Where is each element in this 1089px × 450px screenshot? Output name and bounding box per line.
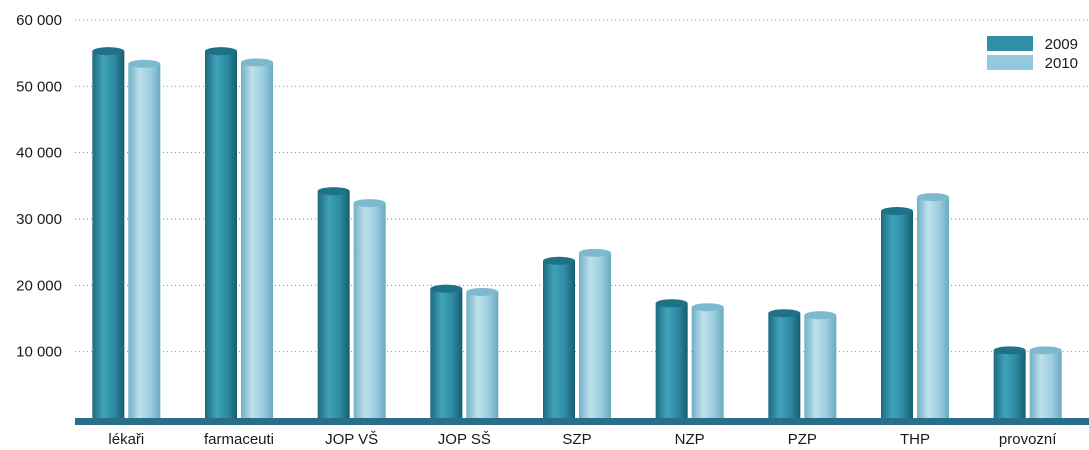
bar-cap — [466, 287, 499, 296]
bar-body — [1029, 350, 1062, 418]
bar-body — [241, 62, 273, 418]
legend-swatch — [987, 36, 1033, 51]
x-tick-label: THP — [900, 431, 930, 448]
legend: 2009 2010 — [984, 32, 1080, 74]
bar-body — [768, 313, 801, 418]
x-tick-label: PZP — [788, 431, 817, 448]
x-axis-bar — [75, 418, 1089, 425]
bar-body — [430, 288, 463, 418]
x-tick-label: SZP — [562, 431, 591, 448]
x-tick-label: JOP VŠ — [325, 431, 378, 448]
bar — [917, 193, 949, 418]
bar — [353, 199, 386, 418]
bar-body — [917, 197, 949, 418]
bar-body — [691, 307, 724, 418]
y-tick-label: 10 000 — [16, 344, 62, 361]
bar-cap — [691, 303, 724, 312]
bar-cap — [205, 47, 237, 56]
bar — [993, 346, 1026, 418]
bar-body — [353, 203, 386, 418]
y-tick-label: 60 000 — [16, 12, 62, 29]
bar-cap — [128, 59, 161, 68]
y-tick-label: 30 000 — [16, 211, 62, 228]
x-tick-label: farmaceuti — [204, 431, 274, 448]
bar-body — [881, 211, 913, 418]
bar-body — [205, 51, 237, 418]
bar-cap — [579, 248, 611, 257]
bar-body — [655, 303, 688, 418]
bar-body — [543, 260, 575, 418]
x-tick-label: lékaři — [108, 431, 144, 448]
bar-cap — [241, 58, 273, 67]
y-tick-label: 50 000 — [16, 78, 62, 95]
bar-cap — [353, 199, 386, 208]
bar-cap — [917, 193, 949, 202]
bar-body — [993, 350, 1026, 418]
legend-label: 2010 — [1045, 55, 1078, 72]
bar-cap — [92, 47, 125, 56]
bar — [205, 47, 237, 418]
x-axis: lékaři farmaceuti JOP VŠ JOP SŠ SZP NZP PZP THP… — [108, 431, 1057, 448]
x-tick-label: provozní — [999, 431, 1057, 448]
bar-body — [466, 291, 499, 418]
y-tick-label: 20 000 — [16, 277, 62, 294]
bar — [804, 311, 837, 418]
legend-swatch — [987, 55, 1033, 70]
bar — [92, 47, 125, 418]
bar-body — [804, 315, 837, 418]
bar-cap — [804, 311, 837, 320]
bar-cap — [1029, 346, 1062, 355]
bar — [128, 59, 161, 418]
bar — [241, 58, 273, 418]
bar-cap — [655, 299, 688, 308]
bar-body — [579, 252, 611, 418]
bar — [768, 309, 801, 418]
y-axis: 10 000 20 000 30 000 40 000 50 000 60 000 — [16, 12, 62, 361]
y-tick-label: 40 000 — [16, 145, 62, 162]
bar — [579, 248, 611, 418]
bar — [881, 207, 913, 418]
bar-cap — [430, 284, 463, 293]
bar — [543, 256, 575, 418]
bar-body — [317, 191, 350, 418]
bar — [466, 287, 499, 418]
bar-body — [128, 63, 161, 418]
bar-cap — [317, 187, 350, 196]
legend-label: 2009 — [1045, 36, 1078, 53]
bar — [655, 299, 688, 418]
bars — [92, 47, 1062, 418]
bar-cap — [993, 346, 1026, 355]
bar — [691, 303, 724, 418]
bar-cap — [543, 256, 575, 265]
x-tick-label: JOP SŠ — [438, 431, 491, 448]
bar-cap — [881, 207, 913, 216]
bar — [430, 284, 463, 418]
bar — [1029, 346, 1062, 418]
bar — [317, 187, 350, 418]
bar-cap — [768, 309, 801, 318]
x-tick-label: NZP — [675, 431, 705, 448]
bar-body — [92, 51, 125, 418]
